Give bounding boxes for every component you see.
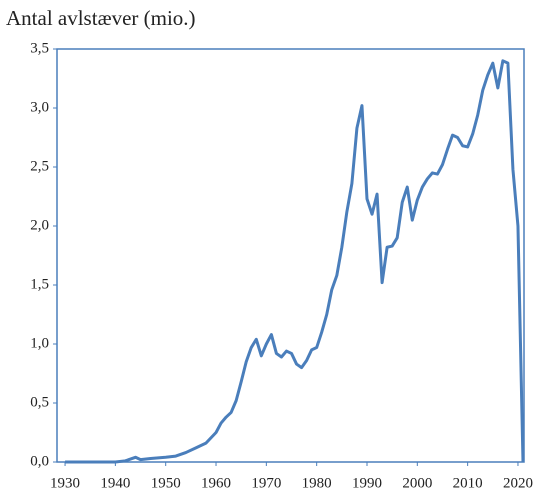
y-tick-label: 1,0: [30, 335, 49, 351]
x-tick-label: 1940: [100, 475, 130, 491]
x-tick-label: 2020: [503, 475, 533, 491]
data-line: [65, 59, 525, 464]
x-tick-label: 1960: [201, 475, 231, 491]
plot-frame: [56, 48, 525, 463]
x-tick-label: 1950: [151, 475, 181, 491]
chart-title: Antal avlstæver (mio.): [6, 6, 196, 30]
y-tick-label: 1,5: [30, 276, 49, 292]
x-tick-label: 1980: [302, 475, 332, 491]
x-tick-label: 2010: [453, 475, 483, 491]
x-tick-label: 2000: [402, 475, 432, 491]
x-tick-label: 1970: [251, 475, 281, 491]
y-tick-label: 2,0: [30, 217, 49, 233]
x-tick-label: 1990: [352, 475, 382, 491]
y-tick-label: 3,5: [30, 40, 49, 56]
y-tick-label: 2,5: [30, 158, 49, 174]
y-tick-label: 0,0: [30, 453, 49, 469]
y-tick-label: 0,5: [30, 394, 49, 410]
y-tick-label: 3,0: [30, 99, 49, 115]
x-tick-label: 1930: [50, 475, 80, 491]
